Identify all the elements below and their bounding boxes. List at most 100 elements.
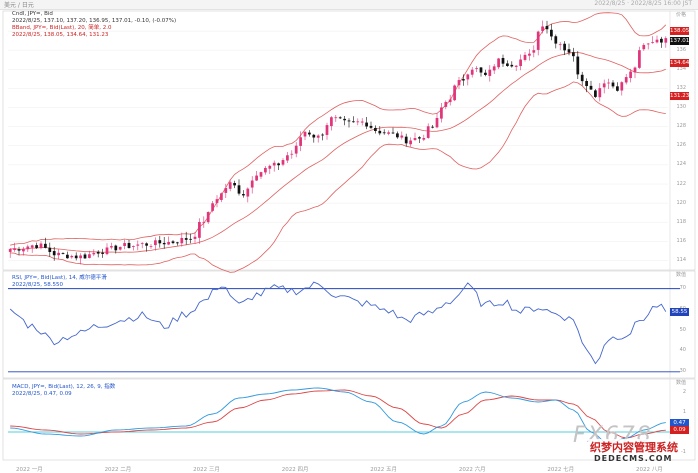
watermark-site: DEDECMS.COM bbox=[594, 454, 673, 463]
candle-body bbox=[426, 126, 430, 138]
candle bbox=[347, 118, 351, 128]
candle-body bbox=[162, 242, 166, 245]
bband-middle-line bbox=[10, 51, 666, 253]
candle bbox=[39, 241, 43, 250]
macd-panel bbox=[8, 387, 680, 445]
rsi-line bbox=[9, 281, 667, 365]
candle bbox=[374, 125, 377, 134]
candle-body bbox=[202, 222, 206, 223]
candle-body bbox=[616, 86, 619, 91]
rsi-value-tag: 58.55 bbox=[670, 308, 689, 317]
candle bbox=[409, 137, 412, 147]
candle bbox=[572, 47, 575, 62]
macd-line bbox=[10, 387, 666, 445]
candle bbox=[202, 216, 206, 228]
candle bbox=[149, 243, 153, 249]
instrument-title: 美元 / 日元 bbox=[4, 2, 34, 9]
candle-body bbox=[435, 117, 439, 128]
candle-body bbox=[356, 121, 360, 123]
candle-body bbox=[466, 74, 470, 80]
candle-body bbox=[497, 58, 500, 68]
candle bbox=[576, 51, 580, 80]
candle-body bbox=[418, 137, 421, 139]
candle-body bbox=[642, 44, 646, 50]
candle-body bbox=[598, 88, 602, 98]
candle bbox=[602, 79, 606, 94]
candle bbox=[264, 166, 267, 175]
y-tick-label: 114 bbox=[676, 256, 686, 263]
candle-body bbox=[629, 71, 632, 79]
candle-body bbox=[396, 133, 399, 138]
candle bbox=[154, 237, 157, 251]
candle bbox=[475, 66, 478, 73]
panel-frame-0 bbox=[2, 10, 696, 271]
candle-body bbox=[70, 255, 74, 258]
price-tag: 131.23 bbox=[670, 91, 690, 100]
legend-rsi-name: RSI, JPY=, Bid(Last), 14, 威尔德平滑 bbox=[12, 275, 107, 281]
rsi-tick-label: 50 bbox=[679, 326, 686, 333]
candle-body bbox=[550, 29, 553, 37]
candle-body bbox=[66, 254, 69, 259]
candle bbox=[365, 116, 368, 130]
candle bbox=[140, 242, 144, 249]
candle bbox=[325, 122, 329, 140]
candle-body bbox=[479, 67, 483, 73]
candle bbox=[589, 80, 593, 91]
candle bbox=[101, 248, 104, 258]
candle bbox=[422, 134, 426, 142]
candle bbox=[272, 160, 276, 172]
candle bbox=[184, 231, 188, 245]
candle-body bbox=[620, 82, 624, 91]
candle-body bbox=[365, 122, 368, 127]
candle-body bbox=[57, 252, 60, 256]
candle-body bbox=[484, 72, 487, 75]
candle bbox=[44, 237, 47, 249]
candle bbox=[620, 81, 624, 96]
panel-frame-1 bbox=[2, 270, 696, 379]
candle-body bbox=[286, 155, 289, 161]
candle-body bbox=[651, 42, 654, 44]
candle bbox=[79, 253, 82, 265]
candle-body bbox=[237, 185, 241, 194]
candle-body bbox=[321, 134, 324, 136]
candle bbox=[162, 236, 166, 249]
price-tag: 134.64 bbox=[670, 59, 690, 68]
panel-frames bbox=[2, 10, 696, 461]
candle bbox=[167, 236, 170, 246]
candle-body bbox=[308, 132, 311, 135]
candle bbox=[299, 131, 302, 152]
candle-body bbox=[193, 236, 197, 239]
candle bbox=[655, 35, 659, 44]
candle bbox=[519, 54, 522, 71]
rsi-tick-label: 30 bbox=[679, 368, 686, 375]
candle-body bbox=[646, 43, 650, 45]
candle-body bbox=[576, 56, 580, 75]
legend-macd-name: MACD, JPY=, Bid(Last), 12, 26, 9, 指数 bbox=[12, 384, 116, 390]
candle bbox=[250, 176, 254, 194]
candle-body bbox=[382, 132, 386, 134]
candle bbox=[92, 249, 96, 257]
candle bbox=[70, 254, 74, 259]
candle bbox=[404, 133, 408, 147]
candle-body bbox=[246, 188, 250, 197]
candle-body bbox=[17, 249, 21, 251]
candle bbox=[286, 151, 289, 163]
candle bbox=[233, 180, 236, 189]
y-tick-label: 130 bbox=[676, 104, 686, 111]
candle-body bbox=[431, 126, 434, 128]
candle-body bbox=[233, 182, 236, 186]
x-tick-label: 2022 六月 bbox=[458, 467, 486, 473]
candle bbox=[624, 74, 628, 85]
candle bbox=[259, 171, 263, 179]
candle bbox=[105, 243, 109, 256]
macd-axis-unit: 数值 bbox=[675, 379, 686, 386]
candle-body bbox=[96, 251, 100, 254]
candle bbox=[431, 125, 434, 129]
candle bbox=[206, 211, 210, 224]
candle-body bbox=[211, 203, 214, 211]
candle-body bbox=[528, 53, 531, 56]
candle-body bbox=[220, 193, 223, 200]
candle-body bbox=[101, 252, 104, 254]
candle bbox=[448, 94, 452, 106]
candle-body bbox=[123, 243, 126, 246]
